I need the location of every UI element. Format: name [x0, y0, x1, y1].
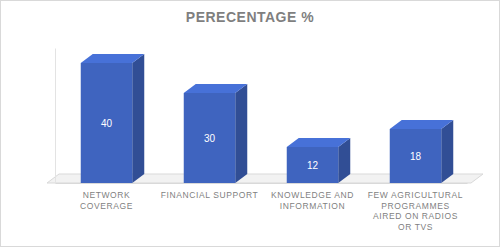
x-tick-label: FINANCIAL SUPPORT — [161, 190, 259, 200]
x-tick-label: FEW AGRICULTURALPROGRAMMESAIRED ON RADIO… — [368, 190, 463, 232]
bars — [81, 54, 454, 183]
x-tick-label-line: INFORMATION — [280, 201, 345, 211]
x-tick-label-line: OR TVS — [398, 222, 433, 232]
bar — [390, 120, 454, 183]
x-tick-label-line: PROGRAMMES — [381, 201, 449, 211]
data-label: 12 — [307, 160, 319, 171]
x-axis-line — [56, 183, 468, 184]
chart-frame — [1, 1, 500, 247]
y-axis — [55, 49, 56, 184]
bar-front — [184, 93, 236, 183]
x-tick-label-line: FINANCIAL SUPPORT — [161, 190, 259, 200]
x-tick-label-line: AIRED ON RADIOS — [373, 211, 458, 221]
x-tick: FEW AGRICULTURALPROGRAMMESAIRED ON RADIO… — [368, 183, 463, 232]
x-tick-label-line: COVERAGE — [80, 201, 133, 211]
bar-side — [441, 120, 453, 183]
bar-side — [235, 84, 247, 183]
x-tick: NETWORKCOVERAGE — [80, 183, 133, 211]
bar — [184, 84, 248, 183]
x-tick: KNOWLEDGE ANDINFORMATION — [271, 183, 354, 211]
x-tick-label-line: NETWORK — [83, 190, 131, 200]
x-tick-label-line: FEW AGRICULTURAL — [368, 190, 463, 200]
bar-front — [81, 63, 133, 183]
x-tick-label: NETWORKCOVERAGE — [80, 190, 133, 211]
bar-side — [132, 54, 144, 183]
x-tick: FINANCIAL SUPPORT — [161, 183, 259, 200]
y-axis-line — [55, 49, 56, 184]
bar-top — [81, 54, 145, 63]
bar-top — [287, 138, 351, 147]
data-label: 30 — [204, 133, 216, 144]
bar — [287, 138, 351, 183]
data-label: 18 — [410, 151, 422, 162]
bar — [81, 54, 145, 183]
data-label: 40 — [101, 118, 113, 129]
chart: PERECENTAGE % 40 30 12 18 NETWORKCOVERAGE FINA… — [0, 0, 500, 247]
x-tick-label-line: KNOWLEDGE AND — [271, 190, 354, 200]
chart-title: PERECENTAGE % — [186, 9, 314, 25]
bar-front — [287, 147, 339, 183]
bar-front — [390, 129, 442, 183]
x-tick-label: KNOWLEDGE ANDINFORMATION — [271, 190, 354, 211]
bar-top — [390, 120, 454, 129]
x-axis: NETWORKCOVERAGE FINANCIAL SUPPORT KNOWLEDG… — [56, 183, 468, 232]
bar-top — [184, 84, 248, 93]
